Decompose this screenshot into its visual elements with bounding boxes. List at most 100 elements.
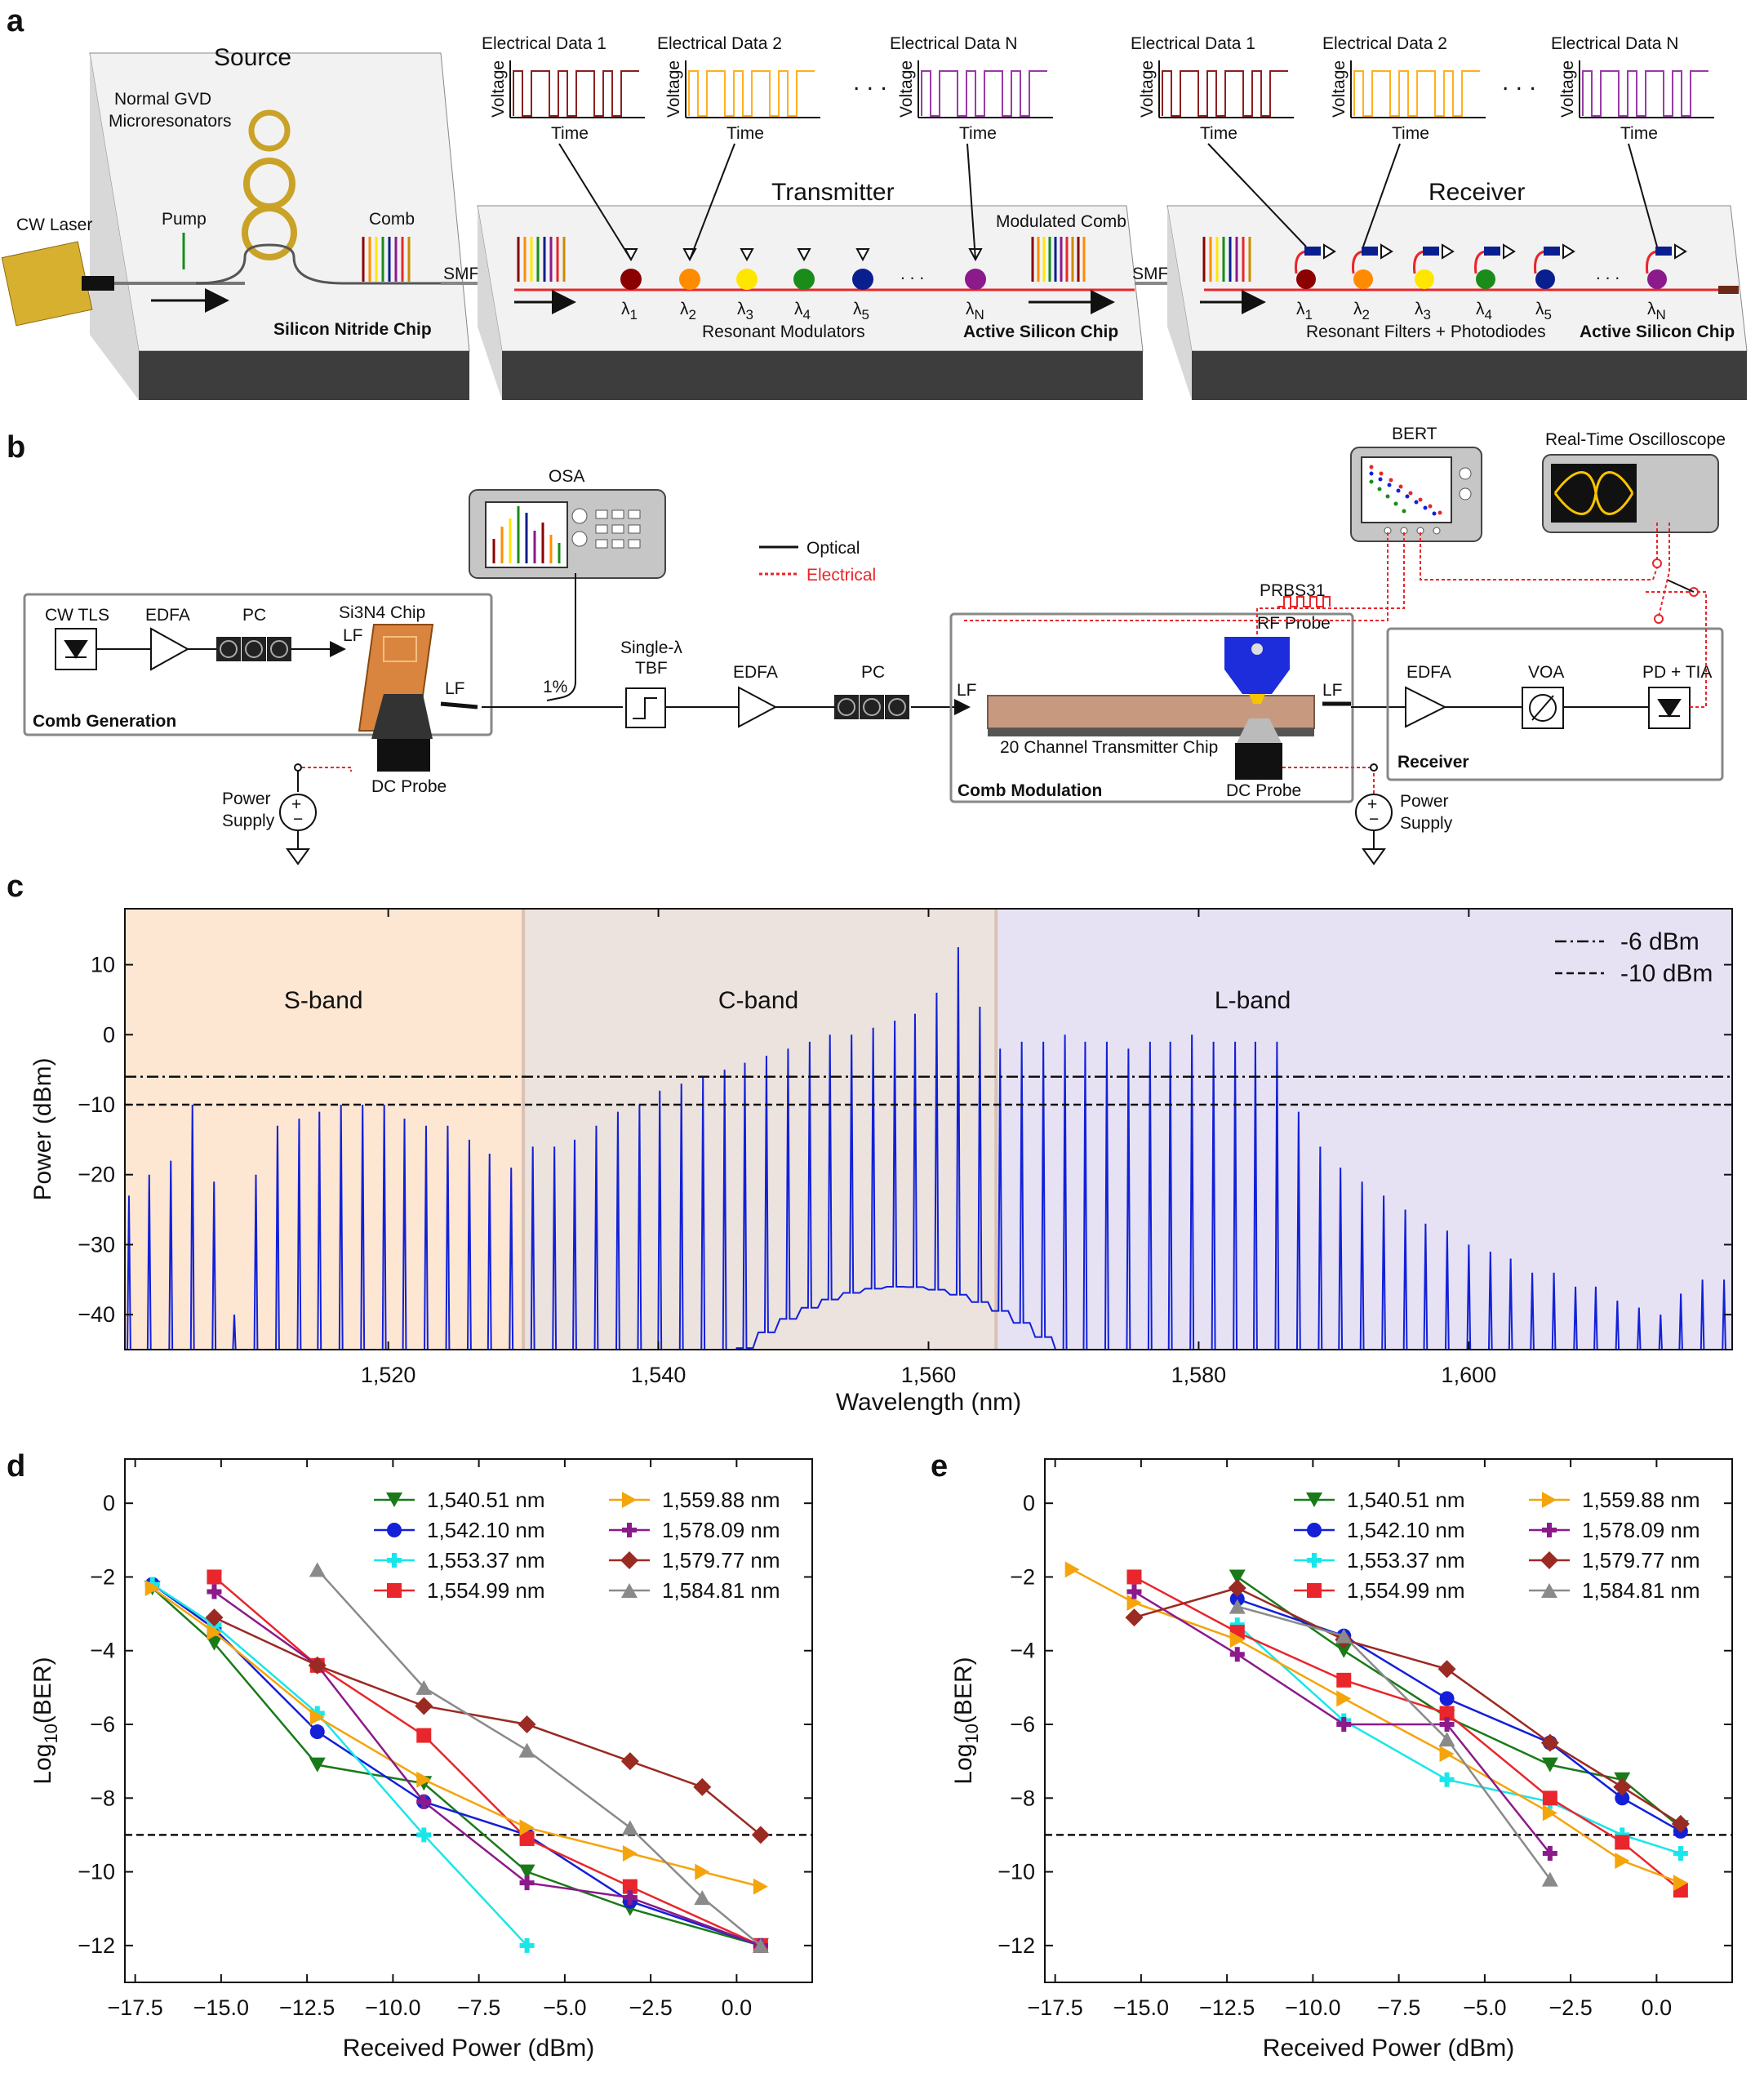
data-point: [518, 1864, 535, 1879]
bert-point: [1393, 501, 1398, 506]
bert-plot: [1369, 465, 1472, 535]
scope-screen: [1551, 464, 1637, 523]
data-point: [387, 1553, 402, 1568]
ground-1-icon: [286, 848, 310, 865]
rx-plot-dots: . . .: [1502, 69, 1536, 96]
rx-dots: . . .: [1596, 265, 1620, 283]
filter-ring: [1476, 269, 1495, 289]
transmitter-chip-edge: [988, 728, 1314, 736]
x-tick-label: −17.5: [1027, 1995, 1082, 2020]
dc-probe-1-icon: [371, 694, 433, 739]
x-tick-label: −17.5: [107, 1995, 162, 2020]
y-tick-label: −4: [1010, 1639, 1035, 1663]
optical-legend-label: Optical: [806, 539, 860, 558]
data-point: [309, 1562, 326, 1577]
data-point: [752, 1937, 769, 1953]
resonant-modulators: λ1 λ2 λ3 λ4 λ5 λN: [620, 248, 986, 323]
data-point: [1307, 1553, 1322, 1568]
panel-label-b: b: [7, 430, 25, 465]
rf-probe-contact: [1249, 694, 1265, 704]
photodiode: [1362, 247, 1378, 256]
data-point: [1542, 1492, 1557, 1508]
laser-diode-icon: [64, 640, 88, 659]
legend-label: 1,553.37 nm: [427, 1548, 545, 1573]
data-point: [206, 1635, 223, 1651]
source-chip-front: [139, 351, 469, 400]
lambda-label: λ4: [794, 300, 811, 323]
bert-knob: [1459, 467, 1472, 480]
data-waveform: [513, 70, 639, 117]
data-point: [1613, 1777, 1632, 1796]
bert-point: [1402, 509, 1406, 514]
data-point: [1540, 1551, 1558, 1569]
panel-label-d: d: [7, 1449, 25, 1484]
osa-spectrum: [492, 506, 641, 563]
bert-point: [1379, 471, 1384, 476]
y-tick-label: −6: [90, 1712, 115, 1737]
data-point: [1335, 1643, 1353, 1658]
scope-label: Real-Time Oscilloscope: [1545, 430, 1726, 449]
pc-ring: [245, 640, 263, 658]
receiver-label: Receiver: [1397, 753, 1469, 772]
data-point: [1439, 1772, 1455, 1787]
amplifier: [1562, 243, 1575, 260]
legend-label: 1,579.77 nm: [662, 1548, 780, 1573]
rf-probe-icon: [1224, 637, 1290, 694]
bert-point: [1408, 491, 1413, 496]
tbf-symbol: [633, 697, 657, 719]
source-comb: [362, 237, 411, 282]
y-axis-label: Log10(BER): [29, 1657, 61, 1784]
data-point: [621, 1820, 638, 1835]
bert-point: [1369, 465, 1374, 469]
source-chip-side: [90, 53, 139, 400]
y-tick-label: −12: [78, 1933, 115, 1958]
panel-a: a Source CW Laser Normal GVD Microresona…: [1, 4, 1748, 400]
ps-1-plus: +: [291, 795, 301, 814]
data-point: [1307, 1583, 1322, 1598]
series-line: [1237, 1598, 1682, 1833]
bert-point: [1378, 477, 1383, 482]
ps-1-node: [294, 763, 302, 772]
bert-data-wire: [1257, 532, 1405, 609]
drop-waveguide: [1295, 250, 1307, 274]
gvd-label-1: Normal GVD: [114, 90, 211, 109]
x-tick-label: 0.0: [1642, 1995, 1673, 2020]
modulated-comb-label: Modulated Comb: [996, 212, 1126, 231]
data-connector: [966, 143, 976, 260]
dc-probe-label-1: DC Probe: [371, 777, 447, 796]
pc-ring: [270, 640, 288, 658]
series-line: [151, 1583, 762, 1947]
x-axis-label: Wavelength (nm): [836, 1389, 1021, 1416]
bert-point: [1428, 504, 1433, 509]
drop-waveguide: [1474, 250, 1486, 274]
y-axis-label: Power (dBm): [29, 1057, 56, 1200]
data-point: [207, 1584, 222, 1599]
x-tick-label: −5.0: [1463, 1995, 1506, 2020]
pc-ring: [220, 640, 238, 658]
osa-button: [595, 539, 608, 549]
data-point: [622, 1890, 638, 1906]
legend-label: 1,559.88 nm: [1582, 1488, 1700, 1512]
switch-arm: [1666, 579, 1695, 593]
data-point: [620, 1752, 639, 1771]
data-point: [1673, 1875, 1688, 1892]
band-region: [125, 909, 524, 1350]
power-supply-label-2b: Supply: [1400, 814, 1453, 833]
modulator-contact: [855, 248, 870, 262]
ps-2-node: [1370, 763, 1378, 772]
data-point: [144, 1579, 160, 1596]
data-point: [416, 1771, 432, 1788]
time-label: Time: [1392, 124, 1429, 143]
data-point: [207, 1624, 222, 1641]
data-point: [1671, 1814, 1690, 1833]
data-point: [1229, 1591, 1245, 1607]
pc-ring: [838, 698, 855, 716]
bert-point: [1369, 471, 1374, 476]
comb-generation-box: [23, 593, 493, 736]
x-tick-label: −10.0: [365, 1995, 420, 2020]
photodiode-symbol: [1657, 699, 1682, 718]
modulated-comb: [1031, 237, 1086, 282]
data-point: [1335, 1628, 1353, 1644]
data-point: [1439, 1717, 1455, 1733]
x-tick-label: 1,600: [1442, 1363, 1497, 1387]
